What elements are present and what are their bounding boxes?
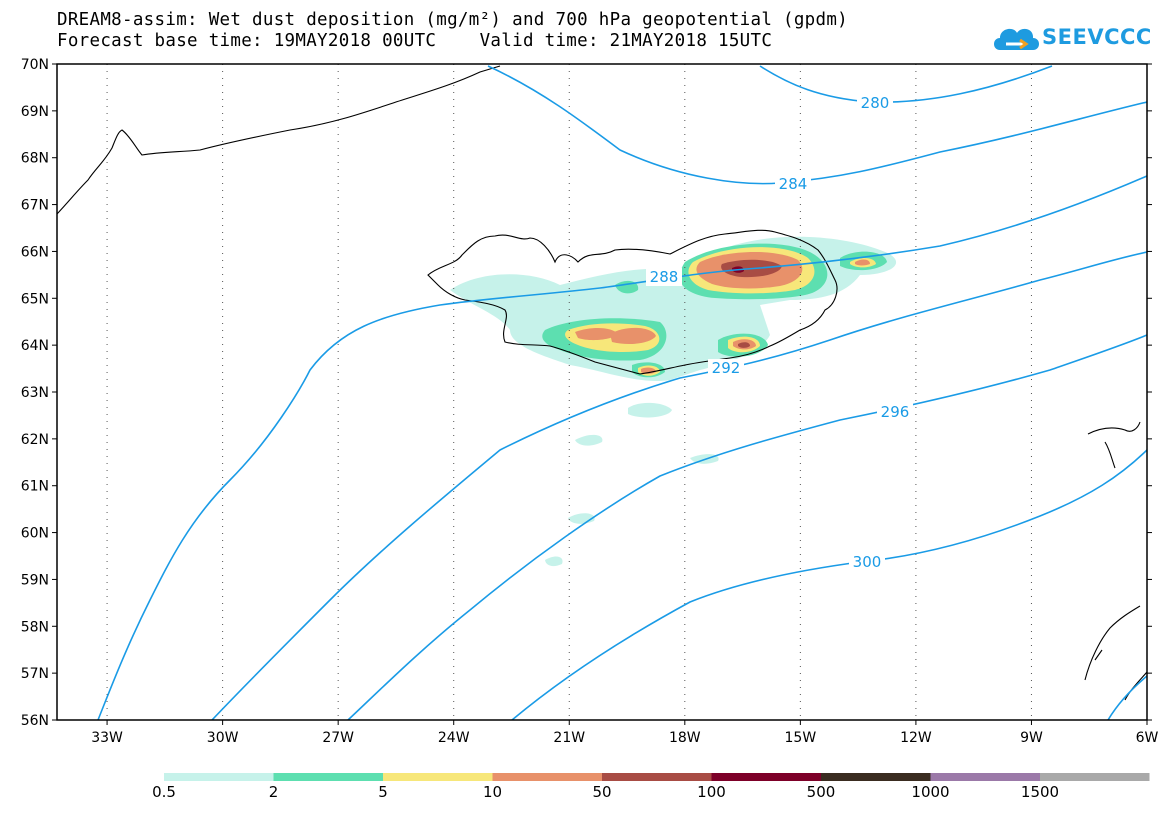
lon-label: 9W — [1020, 730, 1043, 746]
greenland-coast — [57, 65, 501, 215]
colorbar-label: 2 — [269, 783, 279, 801]
lon-label: 24W — [438, 730, 470, 746]
longitude-labels: 33W 30W 27W 24W 21W 18W 15W 12W 9W 6W — [91, 730, 1158, 746]
lat-label: 62N — [21, 432, 49, 448]
colorbar-swatch — [711, 773, 821, 781]
shade-0.5 — [575, 434, 603, 446]
lat-label: 69N — [21, 104, 49, 120]
lon-label: 33W — [91, 730, 123, 746]
lat-label: 66N — [21, 244, 49, 260]
shade-10 — [855, 259, 870, 266]
lon-label: 6W — [1136, 730, 1159, 746]
colorbar-swatch — [930, 773, 1040, 781]
colorbar-label: 50 — [592, 783, 611, 801]
lat-label: 65N — [21, 291, 49, 307]
shade-0.5 — [545, 556, 563, 567]
cloud-icon — [994, 28, 1039, 50]
chart-title-line1: DREAM8-assim: Wet dust deposition (mg/m²… — [57, 10, 849, 30]
chart-title-line2: Forecast base time: 19MAY2018 00UTC Vali… — [57, 31, 773, 51]
lon-label: 12W — [900, 730, 932, 746]
lat-label: 59N — [21, 572, 49, 588]
colorbar-label: 100 — [697, 783, 726, 801]
lat-label: 58N — [21, 619, 49, 635]
coastlines — [57, 65, 1147, 701]
lat-label: 60N — [21, 526, 49, 542]
lat-label: 64N — [21, 338, 49, 354]
colorbar-label: 0.5 — [152, 783, 176, 801]
contour-label-300: 300 — [853, 553, 882, 571]
lon-label: 18W — [669, 730, 701, 746]
contour-label-280: 280 — [861, 94, 890, 112]
contour-label-296: 296 — [881, 403, 910, 421]
scotland-coast — [1084, 605, 1147, 701]
lat-label: 56N — [21, 713, 49, 729]
contour-label-284: 284 — [779, 175, 808, 193]
colorbar-swatch — [492, 773, 602, 781]
contour-label-288: 288 — [650, 268, 679, 286]
contour-292 — [211, 251, 1147, 720]
lon-label: 21W — [553, 730, 585, 746]
lat-label: 57N — [21, 666, 49, 682]
colorbar — [164, 773, 1150, 781]
shade-50 — [738, 342, 750, 348]
colorbar-label: 500 — [807, 783, 836, 801]
contour-304 — [1107, 675, 1147, 720]
colorbar-swatch — [821, 773, 931, 781]
axis-ticks — [52, 63, 1152, 725]
colorbar-label: 10 — [483, 783, 502, 801]
contour-280 — [759, 65, 1053, 103]
contour-296 — [347, 334, 1147, 720]
colorbar-label: 1000 — [911, 783, 949, 801]
plot-frame — [56, 63, 1148, 721]
contour-300 — [511, 449, 1147, 720]
lon-label: 27W — [322, 730, 354, 746]
lat-label: 67N — [21, 198, 49, 214]
lat-label: 70N — [21, 57, 49, 73]
contour-284 — [487, 65, 1147, 185]
colorbar-labels: 0.5 2 5 10 50 100 500 1000 1500 — [152, 783, 1059, 801]
lat-label: 68N — [21, 151, 49, 167]
faroe-coast — [1087, 421, 1141, 469]
contour-labels: 280 284 288 292 296 300 — [646, 94, 913, 571]
colorbar-swatch — [602, 773, 712, 781]
colorbar-swatch — [273, 773, 383, 781]
dust-deposition-fields — [450, 236, 897, 567]
colorbar-swatch — [383, 773, 493, 781]
iceland-coast — [427, 229, 838, 375]
logo-text: SEEVCCC — [1042, 25, 1152, 49]
colorbar-swatch — [1040, 773, 1150, 781]
lon-label: 30W — [207, 730, 239, 746]
latitude-labels: 70N 69N 68N 67N 66N 65N 64N 63N 62N 61N 60N 59N 58N 5… — [21, 57, 49, 729]
shade-10 — [575, 328, 618, 341]
shade-0.5 — [628, 402, 672, 418]
geopotential-contours — [97, 65, 1147, 720]
graticule — [106, 64, 1032, 720]
shade-0.5 — [450, 236, 897, 382]
colorbar-label: 5 — [378, 783, 388, 801]
lat-label: 61N — [21, 479, 49, 495]
colorbar-swatch — [164, 773, 274, 781]
shade-10 — [610, 327, 656, 344]
lon-label: 15W — [785, 730, 817, 746]
colorbar-label: 1500 — [1021, 783, 1059, 801]
lat-label: 63N — [21, 385, 49, 401]
seevccc-logo: SEEVCCC — [990, 18, 1151, 58]
contour-label-292: 292 — [712, 359, 741, 377]
contour-288 — [97, 175, 1147, 720]
